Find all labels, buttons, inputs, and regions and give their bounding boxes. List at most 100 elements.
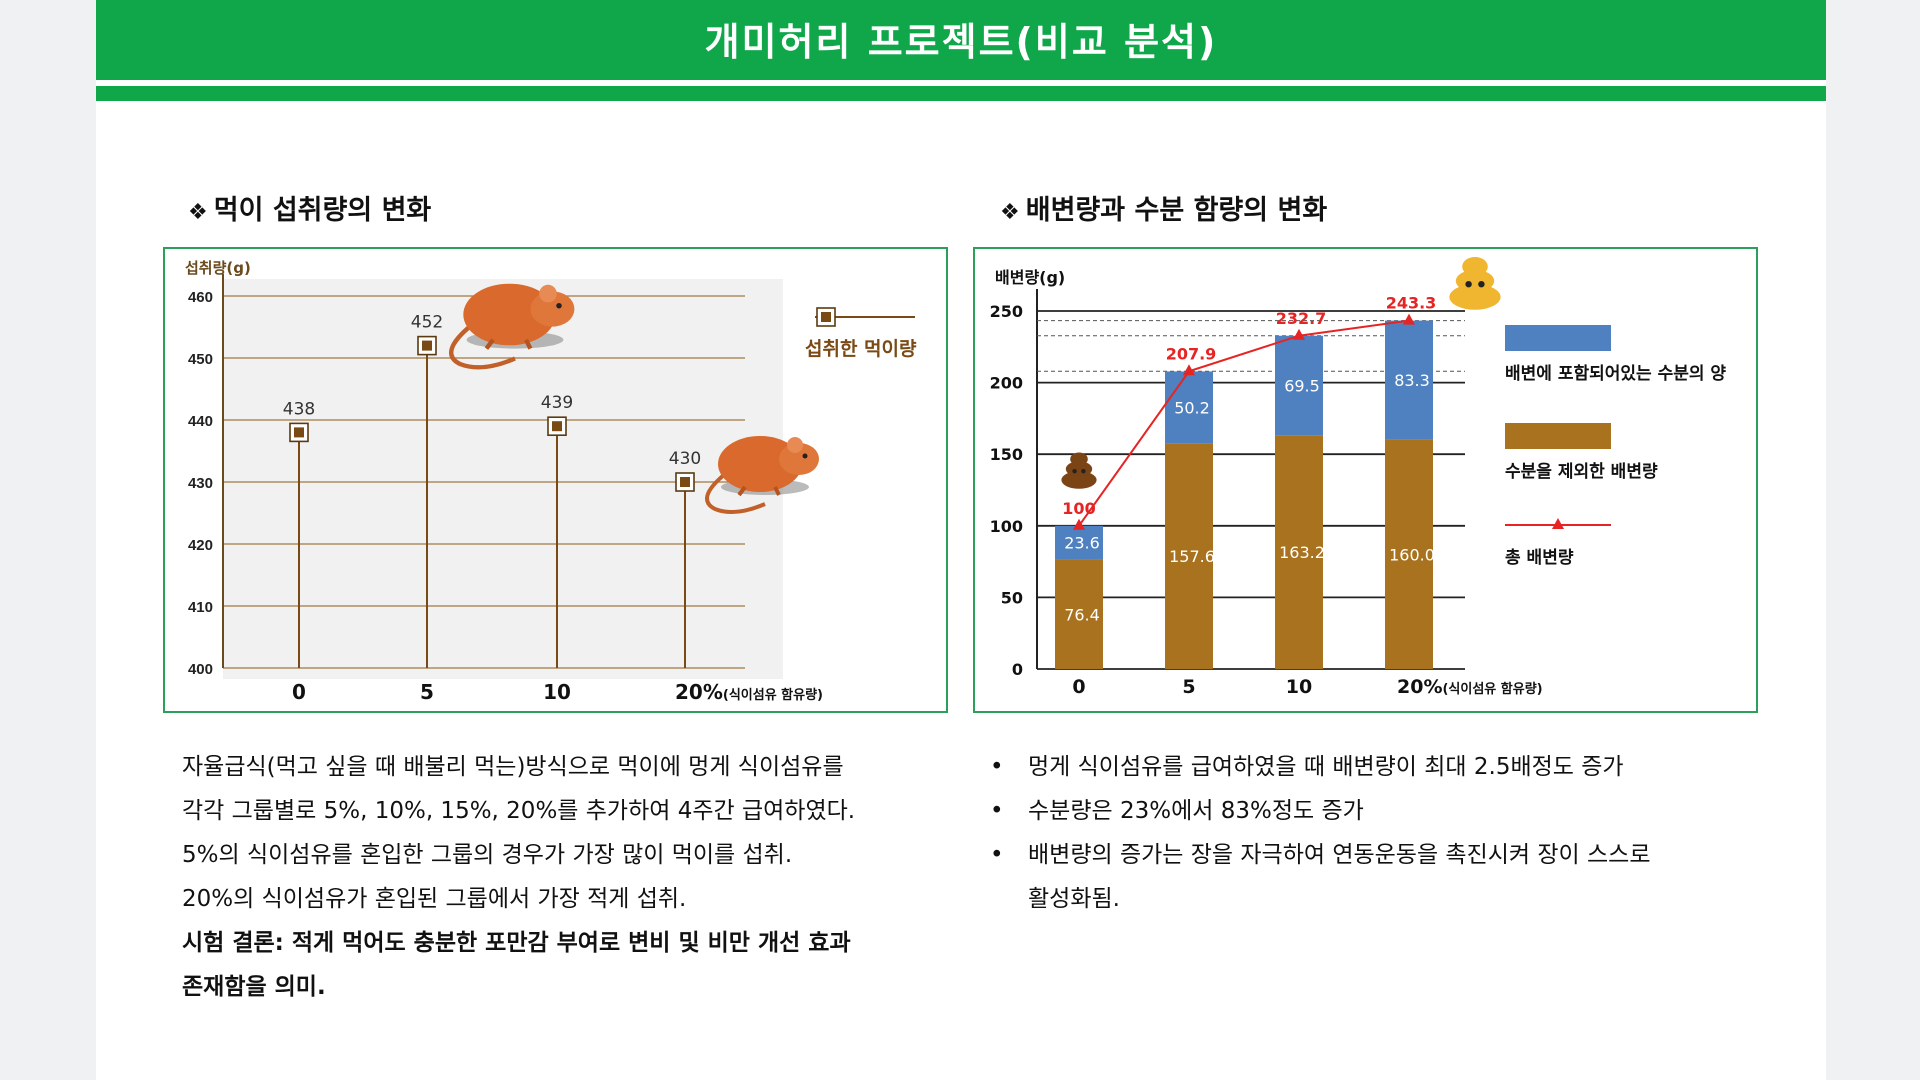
legend-label: 배변에 포함되어있는 수분의 양 [1505,363,1726,384]
page-title: 개미허리 프로젝트(비교 분석) [704,20,1218,64]
intake-chart: 400 410 420 430 440 450 460 섭취량(g) 438 452 439 430 0… [185,259,917,704]
bar-segment-solid [1275,435,1323,669]
x-tick-label: 20%(식이섬유 함유량) [675,680,823,704]
line-marker [1183,364,1195,376]
slide-page: 개미허리 프로젝트(비교 분석) ❖ 먹이 섭취량의 변화 400 410 420 43… [96,0,1826,1080]
diamond-bullet-icon: ❖ [1000,200,1020,225]
line-marker [1073,518,1085,530]
bullet-item: 배변량의 증가는 장을 자극하여 연동운동을 촉진시켜 장이 스스로 [990,833,1810,877]
data-label: 439 [541,393,573,413]
poop-shape [1462,257,1488,277]
data-point [552,421,562,432]
poop-shape [1449,284,1501,310]
data-label: 452 [411,313,443,333]
data-label: 69.5 [1284,377,1320,396]
poop-shape [1455,269,1495,293]
bullet-item: 멍게 식이섬유를 급여하였을 때 배변량이 최대 2.5배정도 증가 [990,745,1810,789]
rat-legs [737,485,781,497]
poop-shape [1061,471,1097,489]
y-tick-label: 420 [188,537,213,554]
left-section-title: ❖ 먹이 섭취량의 변화 [188,188,431,227]
rat-illustration [449,283,575,370]
diamond-bullet-icon: ❖ [188,200,208,225]
y-axis-label: 배변량(g) [995,268,1065,287]
legend-label: 섭취한 먹이량 [805,338,917,360]
line-data-label: 207.9 [1166,344,1217,363]
bar-segment-solid [1055,559,1103,669]
left-description: 자율급식(먹고 싶을 때 배불리 먹는)방식으로 먹이에 멍게 식이섬유를 각각… [182,745,942,1009]
stool-chart-panel: 0 50 100 150 200 250 배변량(g) 76.4 23.6 0 157.6 50.2 5… [973,247,1758,713]
data-point [422,340,432,351]
left-section-title-text: 먹이 섭취량의 변화 [213,195,432,226]
x-tick-label: 5 [1182,676,1195,698]
conclusion-line: 존재함을 의미. [182,974,326,1000]
conclusion-line: 시험 결론: 적게 먹어도 충분한 포만감 부여로 변비 및 비만 개선 효과 [182,930,851,956]
y-tick-label: 450 [188,351,213,368]
rat-ear [787,437,803,453]
description-line: 20%의 식이섬유가 혼입된 그룹에서 가장 적게 섭취. [182,886,687,912]
title-banner: 개미허리 프로젝트(비교 분석) [96,0,1826,80]
x-tick-label: 0 [1072,676,1085,698]
poop-shape [1065,461,1093,477]
y-tick-label: 250 [990,302,1023,321]
y-tick-label: 460 [188,289,213,306]
rat-ear [539,284,557,303]
y-tick-label: 0 [1012,660,1023,679]
bar-segment-water [1055,525,1103,560]
description-line: 각각 그룹별로 5%, 10%, 15%, 20%를 추가하여 4주간 급여하였… [182,798,856,824]
legend-swatch [1505,423,1611,449]
bar-segment-solid [1385,439,1433,669]
rat-tail [705,472,766,515]
rat-body [718,436,802,492]
data-point [680,477,690,487]
data-point [294,427,304,438]
rat-eye [802,453,808,459]
bar-segment-water [1165,371,1213,444]
data-label: 438 [283,399,315,419]
rat-illustration [705,436,819,515]
y-tick-label: 100 [990,517,1023,536]
poop-eye [1478,281,1485,288]
poop-shape [1070,452,1088,466]
y-tick-label: 440 [188,413,213,430]
data-label: 76.4 [1064,605,1100,624]
line-marker [1293,328,1305,340]
rat-body [463,283,556,346]
data-label: 430 [669,449,701,469]
rat-head [779,443,819,475]
x-tick-label: 20%(식이섬유 함유량) [1397,676,1543,698]
poop-eye [1072,469,1077,474]
legend-label: 수분을 제외한 배변량 [1505,462,1658,482]
data-label: 23.6 [1064,534,1100,553]
rat-head [530,291,575,327]
bullet-item: 수분량은 23%에서 83%정도 증가 [990,789,1810,833]
y-tick-label: 200 [990,374,1023,393]
y-tick-label: 410 [188,599,213,616]
line-data-label: 232.7 [1276,309,1327,328]
poop-eye [1465,281,1472,288]
bar-segment-water [1385,320,1433,440]
rat-eye [556,302,562,309]
line-marker [1403,313,1415,325]
data-label: 157.6 [1169,547,1215,566]
x-axis-suffix: (식이섬유 함유량) [723,687,823,703]
right-section-title-text: 배변량과 수분 함량의 변화 [1025,195,1328,226]
line-data-label: 243.3 [1386,294,1437,313]
intake-chart-panel: 400 410 420 430 440 450 460 섭취량(g) 438 452 439 430 0… [163,247,948,713]
data-label: 50.2 [1174,398,1210,417]
data-label: 83.3 [1394,371,1430,390]
bullet-item-continued: 활성화됨. [1028,886,1120,912]
total-line [1078,319,1410,527]
y-tick-label: 150 [990,445,1023,464]
x-tick-label: 10 [1286,676,1312,698]
rat-legs [484,338,533,350]
legend-label: 총 배변량 [1505,548,1574,568]
poop-icon [1061,452,1097,489]
right-section-title: ❖ 배변량과 수분 함량의 변화 [1000,188,1327,227]
x-tick-label: 5 [420,680,434,704]
happy-poop-icon [1449,257,1501,310]
legend-swatch [1505,325,1611,351]
rat-tail [449,323,516,370]
description-line: 5%의 식이섬유를 혼입한 그룹의 경우가 가장 많이 먹이를 섭취. [182,842,793,868]
legend-marker [821,312,831,322]
